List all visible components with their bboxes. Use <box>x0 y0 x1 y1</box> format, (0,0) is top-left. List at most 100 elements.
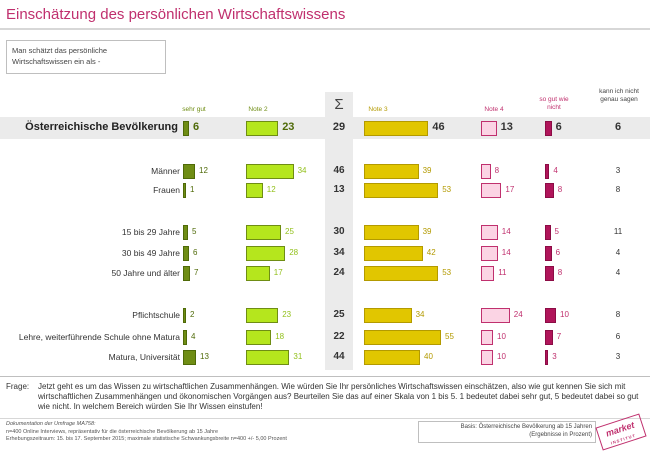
value-label-note-3: 53 <box>442 268 452 277</box>
value-label-note-3: 39 <box>422 227 432 236</box>
bar-note-4 <box>481 307 510 323</box>
column-header-kann-ich-nicht-genau-sagen: kann ich nicht genau sagen <box>599 88 639 103</box>
bar-sehr-gut <box>183 120 189 136</box>
value-label-so-gut-wie-nicht: 8 <box>557 268 563 277</box>
row-label-15-bis-29-jahre: 15 bis 29 Jahre <box>121 227 180 237</box>
value-label-kann-ich-nicht-genau-sagen: 6 <box>614 121 622 133</box>
market-logo: market INSTITUT <box>595 413 647 451</box>
value-label-so-gut-wie-nicht: 8 <box>557 185 563 194</box>
value-label-sehr-gut: 7 <box>194 268 199 277</box>
bar-so-gut-wie-nicht <box>545 182 554 198</box>
value-label-sehr-gut: 6 <box>193 121 200 133</box>
value-label-note-3: 40 <box>424 352 433 361</box>
sum-value: 46 <box>333 165 345 176</box>
bar-so-gut-wie-nicht <box>545 245 552 261</box>
bar-note-2 <box>246 349 290 365</box>
bar-so-gut-wie-nicht <box>545 307 556 323</box>
sum-value: 29 <box>332 121 346 133</box>
value-label-note-2: 23 <box>282 310 292 319</box>
bar-note-3 <box>364 265 439 281</box>
row-label-50-jahre-und-alter: 50 Jahre und älter <box>111 268 180 278</box>
value-label-note-3: 39 <box>422 166 432 175</box>
sum-value: 30 <box>333 226 345 237</box>
column-header-sehr-gut: sehr gut <box>182 106 206 113</box>
method-line-1: n=400 Online Interviews, repräsentativ f… <box>6 429 219 435</box>
value-label-so-gut-wie-nicht: 6 <box>555 121 562 133</box>
bar-so-gut-wie-nicht <box>545 349 549 365</box>
method-line-2: Erhebungszeitraum: 15. bis 17. September… <box>6 436 287 442</box>
column-header-note-4: Note 4 <box>484 106 504 113</box>
row-label-osterreichische-bevolkerung: Österreichische Bevölkerung <box>25 121 178 133</box>
bar-so-gut-wie-nicht <box>545 224 551 240</box>
value-label-sehr-gut: 4 <box>191 332 196 341</box>
value-label-so-gut-wie-nicht: 7 <box>556 332 562 341</box>
value-label-note-4: 10 <box>497 352 506 361</box>
value-label-so-gut-wie-nicht: 10 <box>560 310 569 319</box>
value-label-note-2: 23 <box>282 121 295 133</box>
row-label-pflichtschule: Pflichtschule <box>132 310 180 320</box>
documentation-line: Dokumentation der Umfrage MA758: <box>6 421 96 427</box>
bar-note-4 <box>481 120 497 136</box>
value-label-kann-ich-nicht-genau-sagen: 4 <box>615 248 621 257</box>
bar-note-2 <box>246 120 279 136</box>
value-label-kann-ich-nicht-genau-sagen: 8 <box>615 310 621 319</box>
value-label-kann-ich-nicht-genau-sagen: 6 <box>615 332 621 341</box>
value-label-note-4: 14 <box>501 227 511 236</box>
question-label: Frage: <box>6 382 30 391</box>
value-label-note-3: 46 <box>432 121 445 133</box>
value-label-sehr-gut: 5 <box>192 227 197 236</box>
bar-note-4 <box>481 245 498 261</box>
value-label-note-3: 42 <box>426 248 436 257</box>
basis-line-2: (Ergebnisse in Prozent) <box>529 432 592 438</box>
bar-sehr-gut <box>183 163 195 179</box>
value-label-kann-ich-nicht-genau-sagen: 11 <box>613 227 623 236</box>
bar-note-4 <box>481 349 493 365</box>
chart-divider <box>0 376 650 377</box>
value-label-note-4: 10 <box>497 332 506 341</box>
bar-note-3 <box>364 329 441 345</box>
sum-value: 44 <box>333 351 345 362</box>
sum-value: 25 <box>333 309 345 320</box>
bar-note-3 <box>364 120 429 136</box>
title-divider <box>0 28 650 30</box>
bar-note-4 <box>481 224 498 240</box>
bar-note-2 <box>246 163 294 179</box>
sum-value: 22 <box>333 331 345 342</box>
bar-note-3 <box>364 245 423 261</box>
value-label-note-4: 14 <box>501 248 511 257</box>
value-label-kann-ich-nicht-genau-sagen: 3 <box>615 352 621 361</box>
value-label-note-3: 53 <box>442 185 452 194</box>
value-label-so-gut-wie-nicht: 3 <box>552 352 557 361</box>
value-label-note-3: 34 <box>415 310 425 319</box>
value-label-sehr-gut: 6 <box>193 248 198 257</box>
value-label-kann-ich-nicht-genau-sagen: 8 <box>615 185 621 194</box>
row-label-manner: Männer <box>151 166 180 176</box>
row-label-lehre-weiterfuhrende-schule-ohne-matura: Lehre, weiterführende Schule ohne Matura <box>18 332 180 342</box>
bar-note-3 <box>364 307 412 323</box>
value-label-note-2: 31 <box>293 352 303 361</box>
bar-so-gut-wie-nicht <box>545 329 553 345</box>
sum-symbol: Σ <box>334 96 344 113</box>
bar-so-gut-wie-nicht <box>545 265 554 281</box>
basis-line-1: Basis: Österreichische Bevölkerung ab 15… <box>460 424 592 430</box>
value-label-so-gut-wie-nicht: 5 <box>554 227 559 236</box>
value-label-note-2: 12 <box>266 185 276 194</box>
sum-value: 24 <box>333 267 345 278</box>
bar-note-3 <box>364 182 439 198</box>
value-label-note-3: 55 <box>445 332 454 341</box>
bar-sehr-gut <box>183 307 186 323</box>
bar-note-2 <box>246 224 281 240</box>
question-text: Jetzt geht es um das Wissen zu wirtschaf… <box>38 382 639 411</box>
value-label-sehr-gut: 13 <box>200 352 209 361</box>
bar-sehr-gut <box>183 265 190 281</box>
bar-so-gut-wie-nicht <box>545 120 552 136</box>
column-header-note-3: Note 3 <box>368 106 388 113</box>
bar-note-4 <box>481 163 491 179</box>
bar-sehr-gut <box>183 224 188 240</box>
page-title: Einschätzung des persönlichen Wirtschaft… <box>6 6 346 23</box>
row-label-matura-universitat: Matura, Universität <box>108 352 180 362</box>
bar-note-4 <box>481 265 495 281</box>
bar-sehr-gut <box>183 349 196 365</box>
value-label-kann-ich-nicht-genau-sagen: 4 <box>615 268 621 277</box>
value-label-note-2: 28 <box>289 248 299 257</box>
